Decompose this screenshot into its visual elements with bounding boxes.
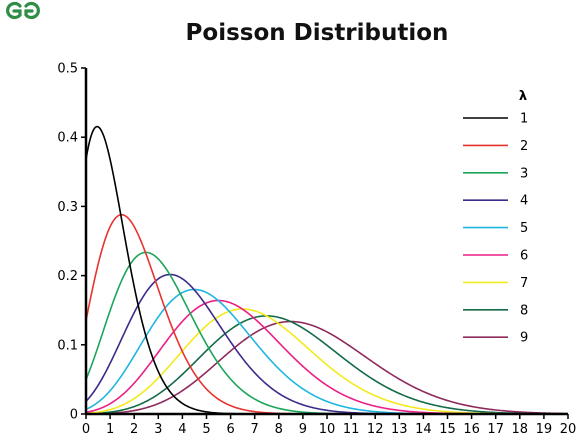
legend-label-1: 1 bbox=[520, 112, 528, 127]
x-tick-label: 3 bbox=[154, 422, 162, 437]
legend-title: λ bbox=[519, 89, 527, 104]
x-tick-label: 20 bbox=[560, 422, 577, 437]
x-tick-label: 18 bbox=[512, 422, 529, 437]
x-tick-label: 17 bbox=[487, 422, 504, 437]
x-tick-label: 9 bbox=[299, 422, 307, 437]
legend-label-7: 7 bbox=[520, 276, 528, 291]
geeksforgeeks-logo-icon bbox=[6, 1, 40, 20]
x-tick-label: 6 bbox=[226, 422, 234, 437]
x-tick-label: 16 bbox=[463, 422, 480, 437]
x-tick-label: 2 bbox=[130, 422, 138, 437]
y-tick-label: 0.1 bbox=[57, 338, 78, 353]
x-tick-label: 10 bbox=[319, 422, 336, 437]
legend-label-5: 5 bbox=[520, 221, 528, 236]
series-line-lambda-7 bbox=[85, 308, 567, 415]
legend-label-3: 3 bbox=[520, 166, 528, 181]
series-line-lambda-8 bbox=[85, 315, 567, 415]
legend-label-9: 9 bbox=[520, 331, 528, 346]
series-line-lambda-3 bbox=[85, 251, 567, 415]
legend-label-6: 6 bbox=[520, 249, 528, 264]
legend: λ 1 2 3 4 5 6 7 8 9 bbox=[463, 89, 528, 346]
chart-title: Poisson Distribution bbox=[186, 20, 449, 46]
series-line-lambda-9 bbox=[85, 320, 567, 415]
x-tick-label: 15 bbox=[439, 422, 456, 437]
y-tick-label: 0.5 bbox=[57, 62, 78, 77]
plot-area bbox=[85, 125, 567, 415]
axes: 00.10.20.30.40.50 1 2 3 4 5 6 7 8 9 10 11 12 13 14 15 16… bbox=[57, 62, 576, 438]
series-line-lambda-1 bbox=[85, 125, 567, 415]
x-tick-label: 13 bbox=[391, 422, 408, 437]
x-tick-label: 1 bbox=[106, 422, 114, 437]
x-tick-label: 8 bbox=[275, 422, 283, 437]
legend-label-4: 4 bbox=[520, 194, 528, 209]
y-tick-label: 0.2 bbox=[57, 269, 78, 284]
y-tick-label: 0.4 bbox=[57, 131, 78, 146]
x-tick-label: 19 bbox=[536, 422, 553, 437]
x-tick-label: 7 bbox=[251, 422, 259, 437]
legend-label-8: 8 bbox=[520, 303, 528, 318]
y-tick-label: 0.3 bbox=[57, 200, 78, 215]
x-tick-label: 5 bbox=[202, 422, 210, 437]
x-tick-label: 14 bbox=[415, 422, 432, 437]
x-tick-label: 4 bbox=[178, 422, 186, 437]
y-tick-label: 0 bbox=[70, 408, 78, 423]
legend-label-2: 2 bbox=[520, 139, 528, 154]
x-tick-label: 0 bbox=[82, 422, 90, 437]
x-tick-label: 12 bbox=[367, 422, 384, 437]
x-tick-label: 11 bbox=[343, 422, 360, 437]
